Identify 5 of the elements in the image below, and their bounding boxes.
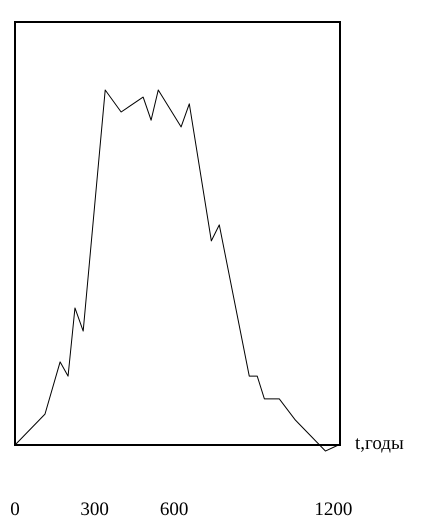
x-tick-label: 0: [10, 499, 20, 520]
x-axis-title: t,годы: [355, 433, 404, 454]
x-tick-label: 300: [80, 499, 109, 520]
x-tick-label: 1200: [314, 499, 352, 520]
x-tick-label: 600: [160, 499, 188, 520]
